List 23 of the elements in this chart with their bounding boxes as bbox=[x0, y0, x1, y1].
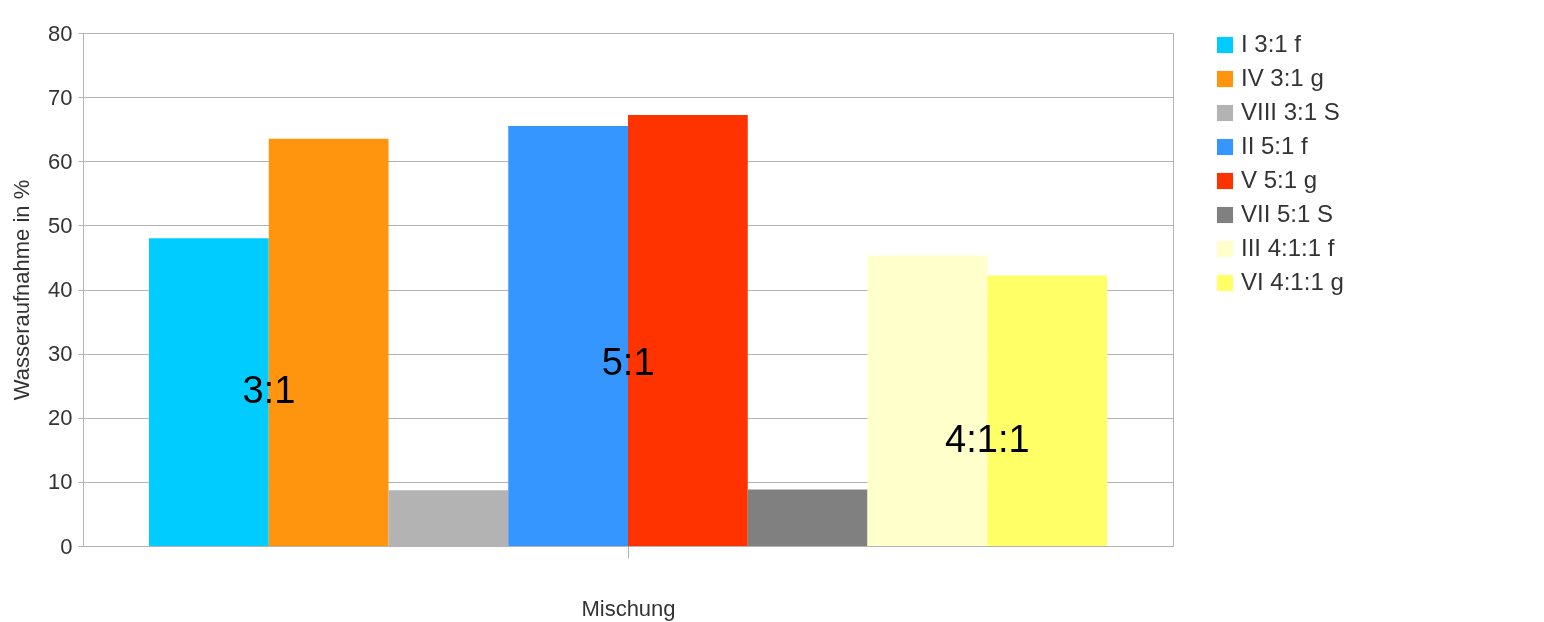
legend-label: II 5:1 f bbox=[1241, 132, 1309, 159]
y-tick-label: 20 bbox=[48, 405, 73, 431]
y-tick-label: 10 bbox=[48, 469, 73, 495]
y-axis-title: Wasseraufnahme in % bbox=[9, 179, 35, 401]
legend-label: IV 3:1 g bbox=[1241, 64, 1324, 91]
legend-label: V 5:1 g bbox=[1241, 166, 1318, 193]
annotation: 4:1:1 bbox=[945, 418, 1030, 461]
y-tick-label: 0 bbox=[60, 533, 73, 559]
bar bbox=[388, 490, 509, 546]
y-tick-label: 40 bbox=[48, 277, 73, 302]
legend-label: VI 4:1:1 g bbox=[1241, 268, 1344, 295]
y-tick-label: 30 bbox=[48, 341, 73, 367]
y-tick-label: 80 bbox=[48, 20, 73, 46]
bar bbox=[747, 489, 868, 546]
legend-label: VIII 3:1 S bbox=[1241, 98, 1340, 125]
annotation: 5:1 bbox=[601, 340, 655, 383]
y-tick-label: 70 bbox=[48, 84, 73, 110]
legend-label: III 4:1:1 f bbox=[1241, 234, 1335, 261]
y-tick-label: 60 bbox=[48, 148, 73, 174]
y-tick-label: 50 bbox=[48, 212, 73, 238]
x-axis-title: Mischung bbox=[581, 596, 676, 621]
legend-label: I 3:1 f bbox=[1241, 30, 1302, 57]
legend-label: VII 5:1 S bbox=[1241, 200, 1334, 227]
